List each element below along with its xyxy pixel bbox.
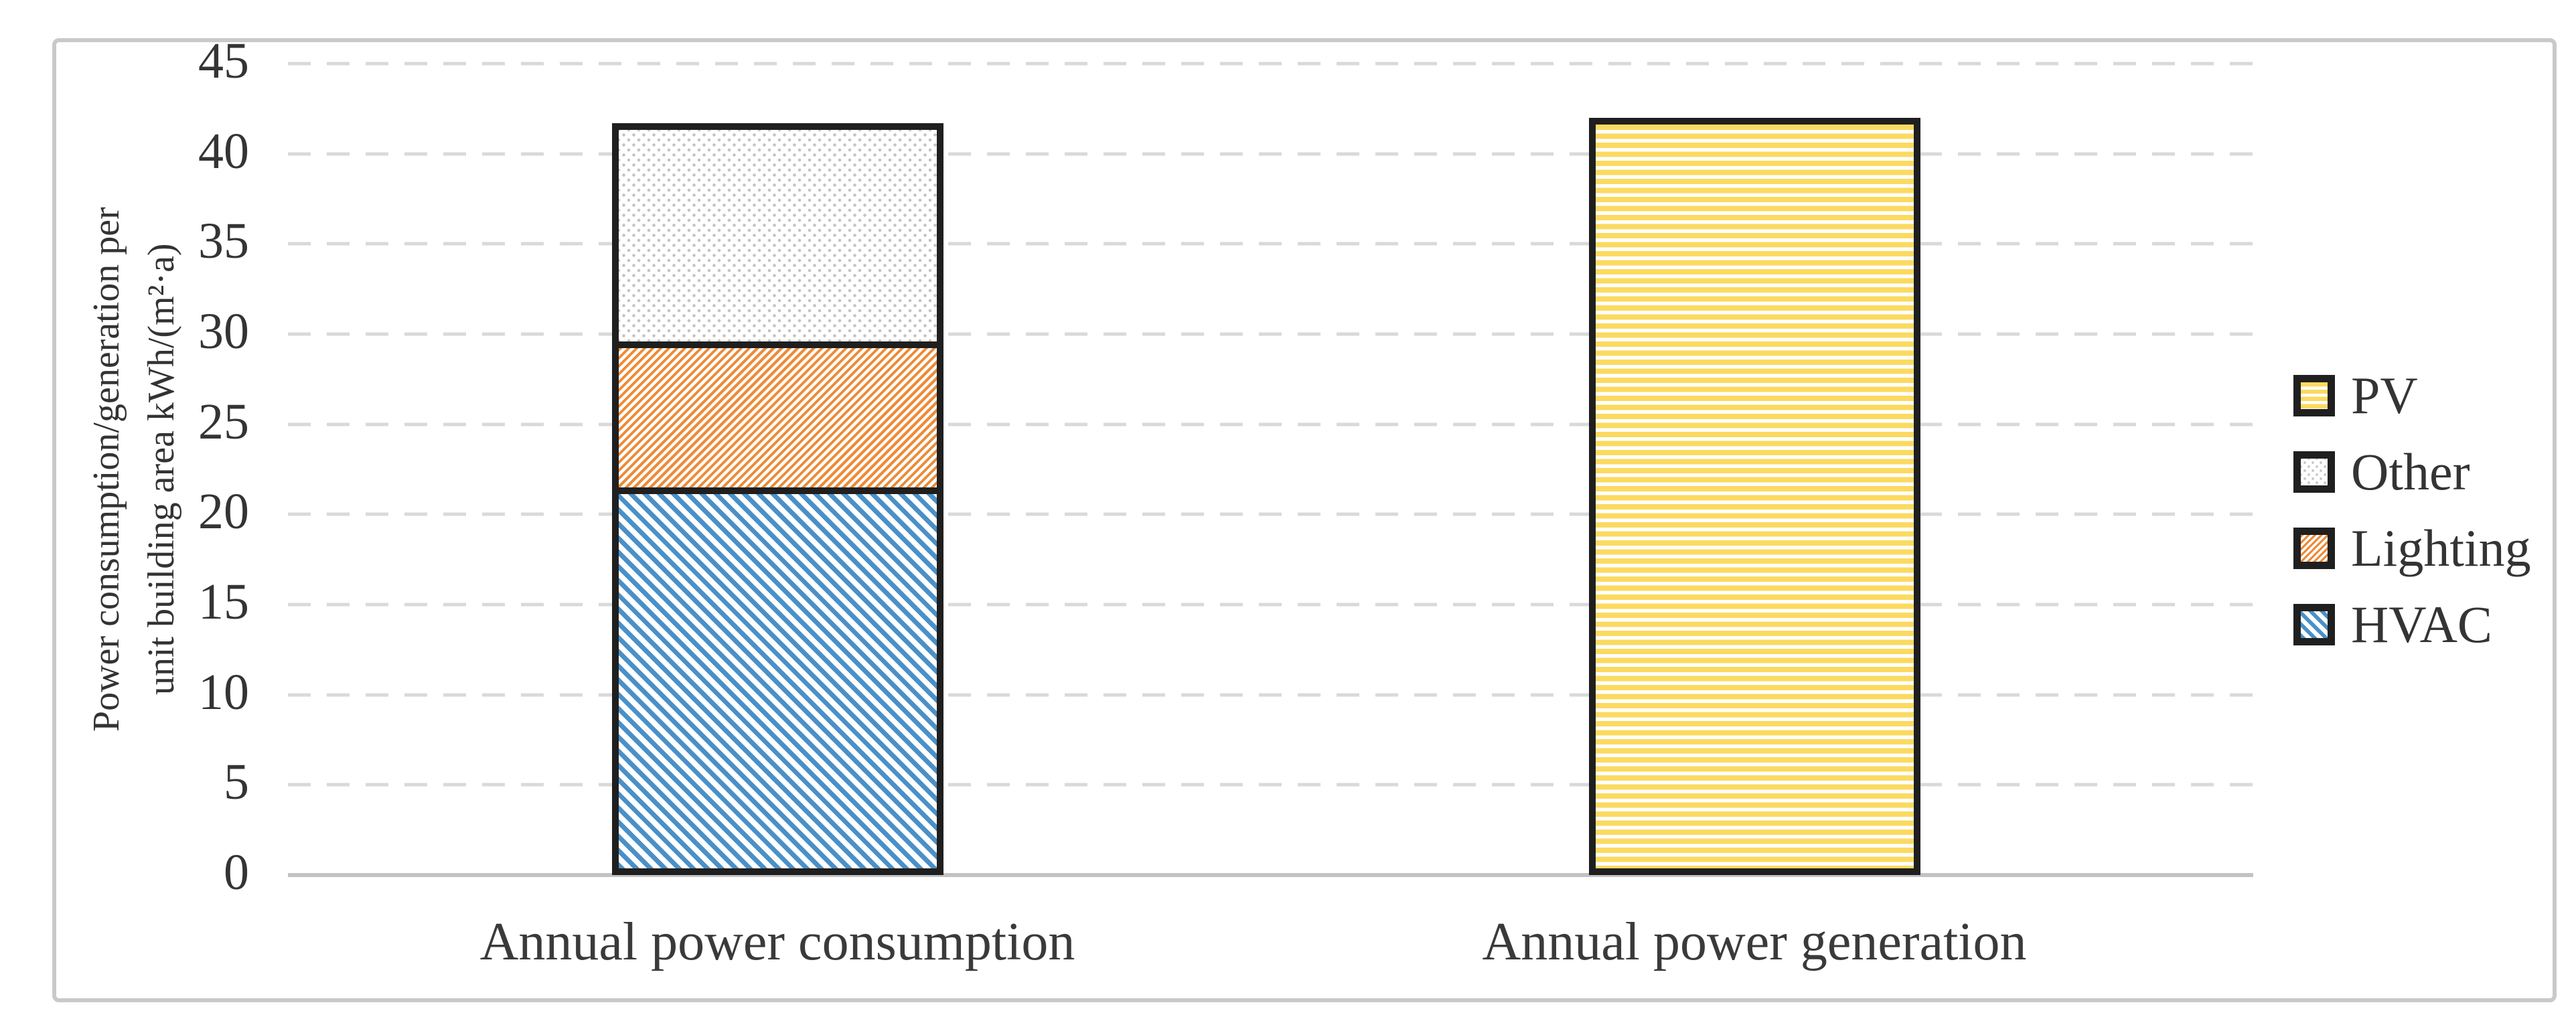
y-tick-label-30: 30 bbox=[198, 303, 249, 360]
y-axis-title-line-1: Power consumption/generation per bbox=[86, 207, 127, 732]
gridline-15 bbox=[288, 603, 2253, 607]
gridline-10 bbox=[288, 693, 2253, 697]
legend-item-hvac: HVAC bbox=[2293, 595, 2531, 653]
y-tick-label-10: 10 bbox=[198, 663, 249, 720]
legend-item-lighting: Lighting bbox=[2293, 519, 2531, 577]
x-axis-label-generation: Annual power generation bbox=[1482, 913, 2027, 971]
bar-segment-lighting bbox=[615, 344, 940, 491]
y-tick-label-35: 35 bbox=[198, 213, 249, 270]
legend-swatch-pv bbox=[2293, 375, 2335, 416]
bar-segment-hvac bbox=[615, 491, 940, 872]
y-tick-label-5: 5 bbox=[224, 754, 249, 811]
bar-annual-power-generation bbox=[1588, 117, 1920, 875]
y-axis-title: Power consumption/generation per unit bu… bbox=[79, 64, 189, 875]
bar-segment-pv bbox=[1592, 121, 1917, 872]
y-axis-title-line-2: unit building area kWh/(m²·a) bbox=[141, 243, 182, 696]
gridline-30 bbox=[288, 332, 2253, 336]
legend-item-other: Other bbox=[2293, 443, 2531, 501]
y-tick-label-40: 40 bbox=[198, 123, 249, 179]
bar-annual-power-consumption bbox=[611, 123, 943, 875]
x-axis-line bbox=[288, 873, 2253, 877]
x-axis-label-consumption: Annual power consumption bbox=[479, 913, 1075, 971]
legend-item-pv: PV bbox=[2293, 366, 2531, 424]
bar-segment-other bbox=[615, 126, 940, 345]
legend-label-lighting: Lighting bbox=[2351, 519, 2531, 577]
y-tick-label-20: 20 bbox=[198, 483, 249, 540]
figure-frame bbox=[52, 38, 2557, 1002]
gridline-5 bbox=[288, 783, 2253, 787]
legend-swatch-hvac bbox=[2293, 604, 2335, 645]
legend-label-pv: PV bbox=[2351, 366, 2418, 424]
legend-label-other: Other bbox=[2351, 443, 2470, 501]
y-tick-label-25: 25 bbox=[198, 393, 249, 450]
gridline-40 bbox=[288, 152, 2253, 156]
gridline-45 bbox=[288, 62, 2253, 66]
legend-label-hvac: HVAC bbox=[2351, 595, 2492, 653]
y-tick-label-0: 0 bbox=[224, 844, 249, 901]
legend: PV Other Lighting HVAC bbox=[2293, 366, 2531, 680]
legend-swatch-other bbox=[2293, 451, 2335, 493]
gridline-25 bbox=[288, 422, 2253, 426]
y-tick-label-45: 45 bbox=[198, 33, 249, 90]
gridline-20 bbox=[288, 512, 2253, 516]
y-tick-label-15: 15 bbox=[198, 574, 249, 631]
gridline-35 bbox=[288, 242, 2253, 246]
legend-swatch-lighting bbox=[2293, 528, 2335, 569]
